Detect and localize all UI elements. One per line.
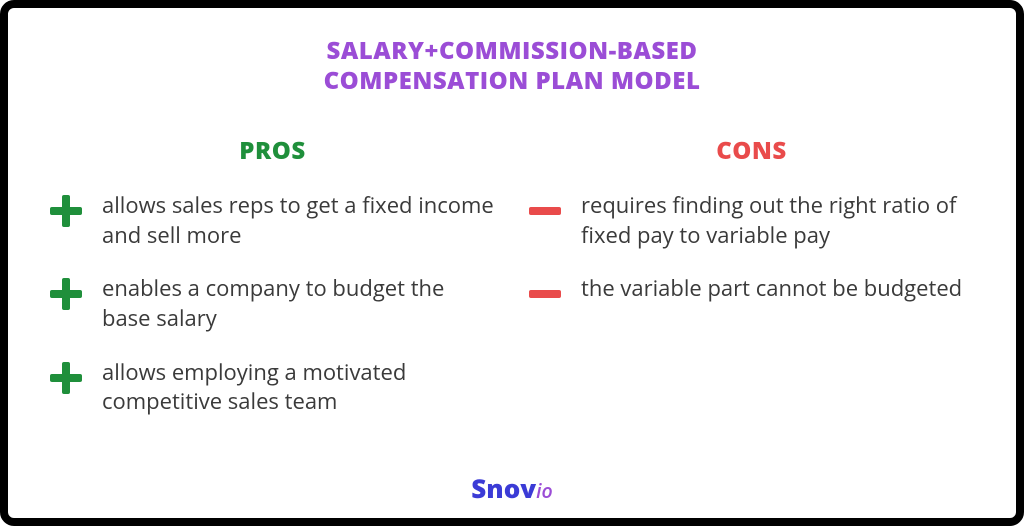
pros-item-text: allows sales reps to get a fixed income … xyxy=(102,189,497,250)
cons-item: requires finding out the right ratio of … xyxy=(527,189,976,250)
cons-item-text: the variable part cannot be budgeted xyxy=(581,272,962,304)
columns-wrapper: PROS allows sales reps to get a fixed in… xyxy=(48,134,976,439)
minus-icon xyxy=(527,193,563,229)
cons-header: CONS xyxy=(527,134,976,167)
pros-list: allows sales reps to get a fixed income … xyxy=(48,189,497,417)
main-title: SALARY+COMMISSION-BASED COMPENSATION PLA… xyxy=(48,36,976,96)
plus-icon xyxy=(48,276,84,312)
cons-item-text: requires finding out the right ratio of … xyxy=(581,189,976,250)
logo-suffix-text: io xyxy=(536,477,553,504)
pros-column: PROS allows sales reps to get a fixed in… xyxy=(48,134,497,439)
infographic-frame: SALARY+COMMISSION-BASED COMPENSATION PLA… xyxy=(0,0,1024,526)
pros-item-text: enables a company to budget the base sal… xyxy=(102,272,497,333)
logo-main-text: Snov xyxy=(471,470,536,506)
cons-item: the variable part cannot be budgeted xyxy=(527,272,976,312)
cons-column: CONS requires finding out the right rati… xyxy=(527,134,976,439)
pros-header: PROS xyxy=(48,134,497,167)
pros-item-text: allows employing a motivated competitive… xyxy=(102,356,497,417)
pros-item: allows employing a motivated competitive… xyxy=(48,356,497,417)
cons-list: requires finding out the right ratio of … xyxy=(527,189,976,312)
plus-icon xyxy=(48,360,84,396)
pros-item: enables a company to budget the base sal… xyxy=(48,272,497,333)
brand-logo: Snovio xyxy=(8,470,1016,506)
pros-item: allows sales reps to get a fixed income … xyxy=(48,189,497,250)
plus-icon xyxy=(48,193,84,229)
minus-icon xyxy=(527,276,563,312)
title-line-2: COMPENSATION PLAN MODEL xyxy=(48,66,976,96)
title-line-1: SALARY+COMMISSION-BASED xyxy=(48,36,976,66)
